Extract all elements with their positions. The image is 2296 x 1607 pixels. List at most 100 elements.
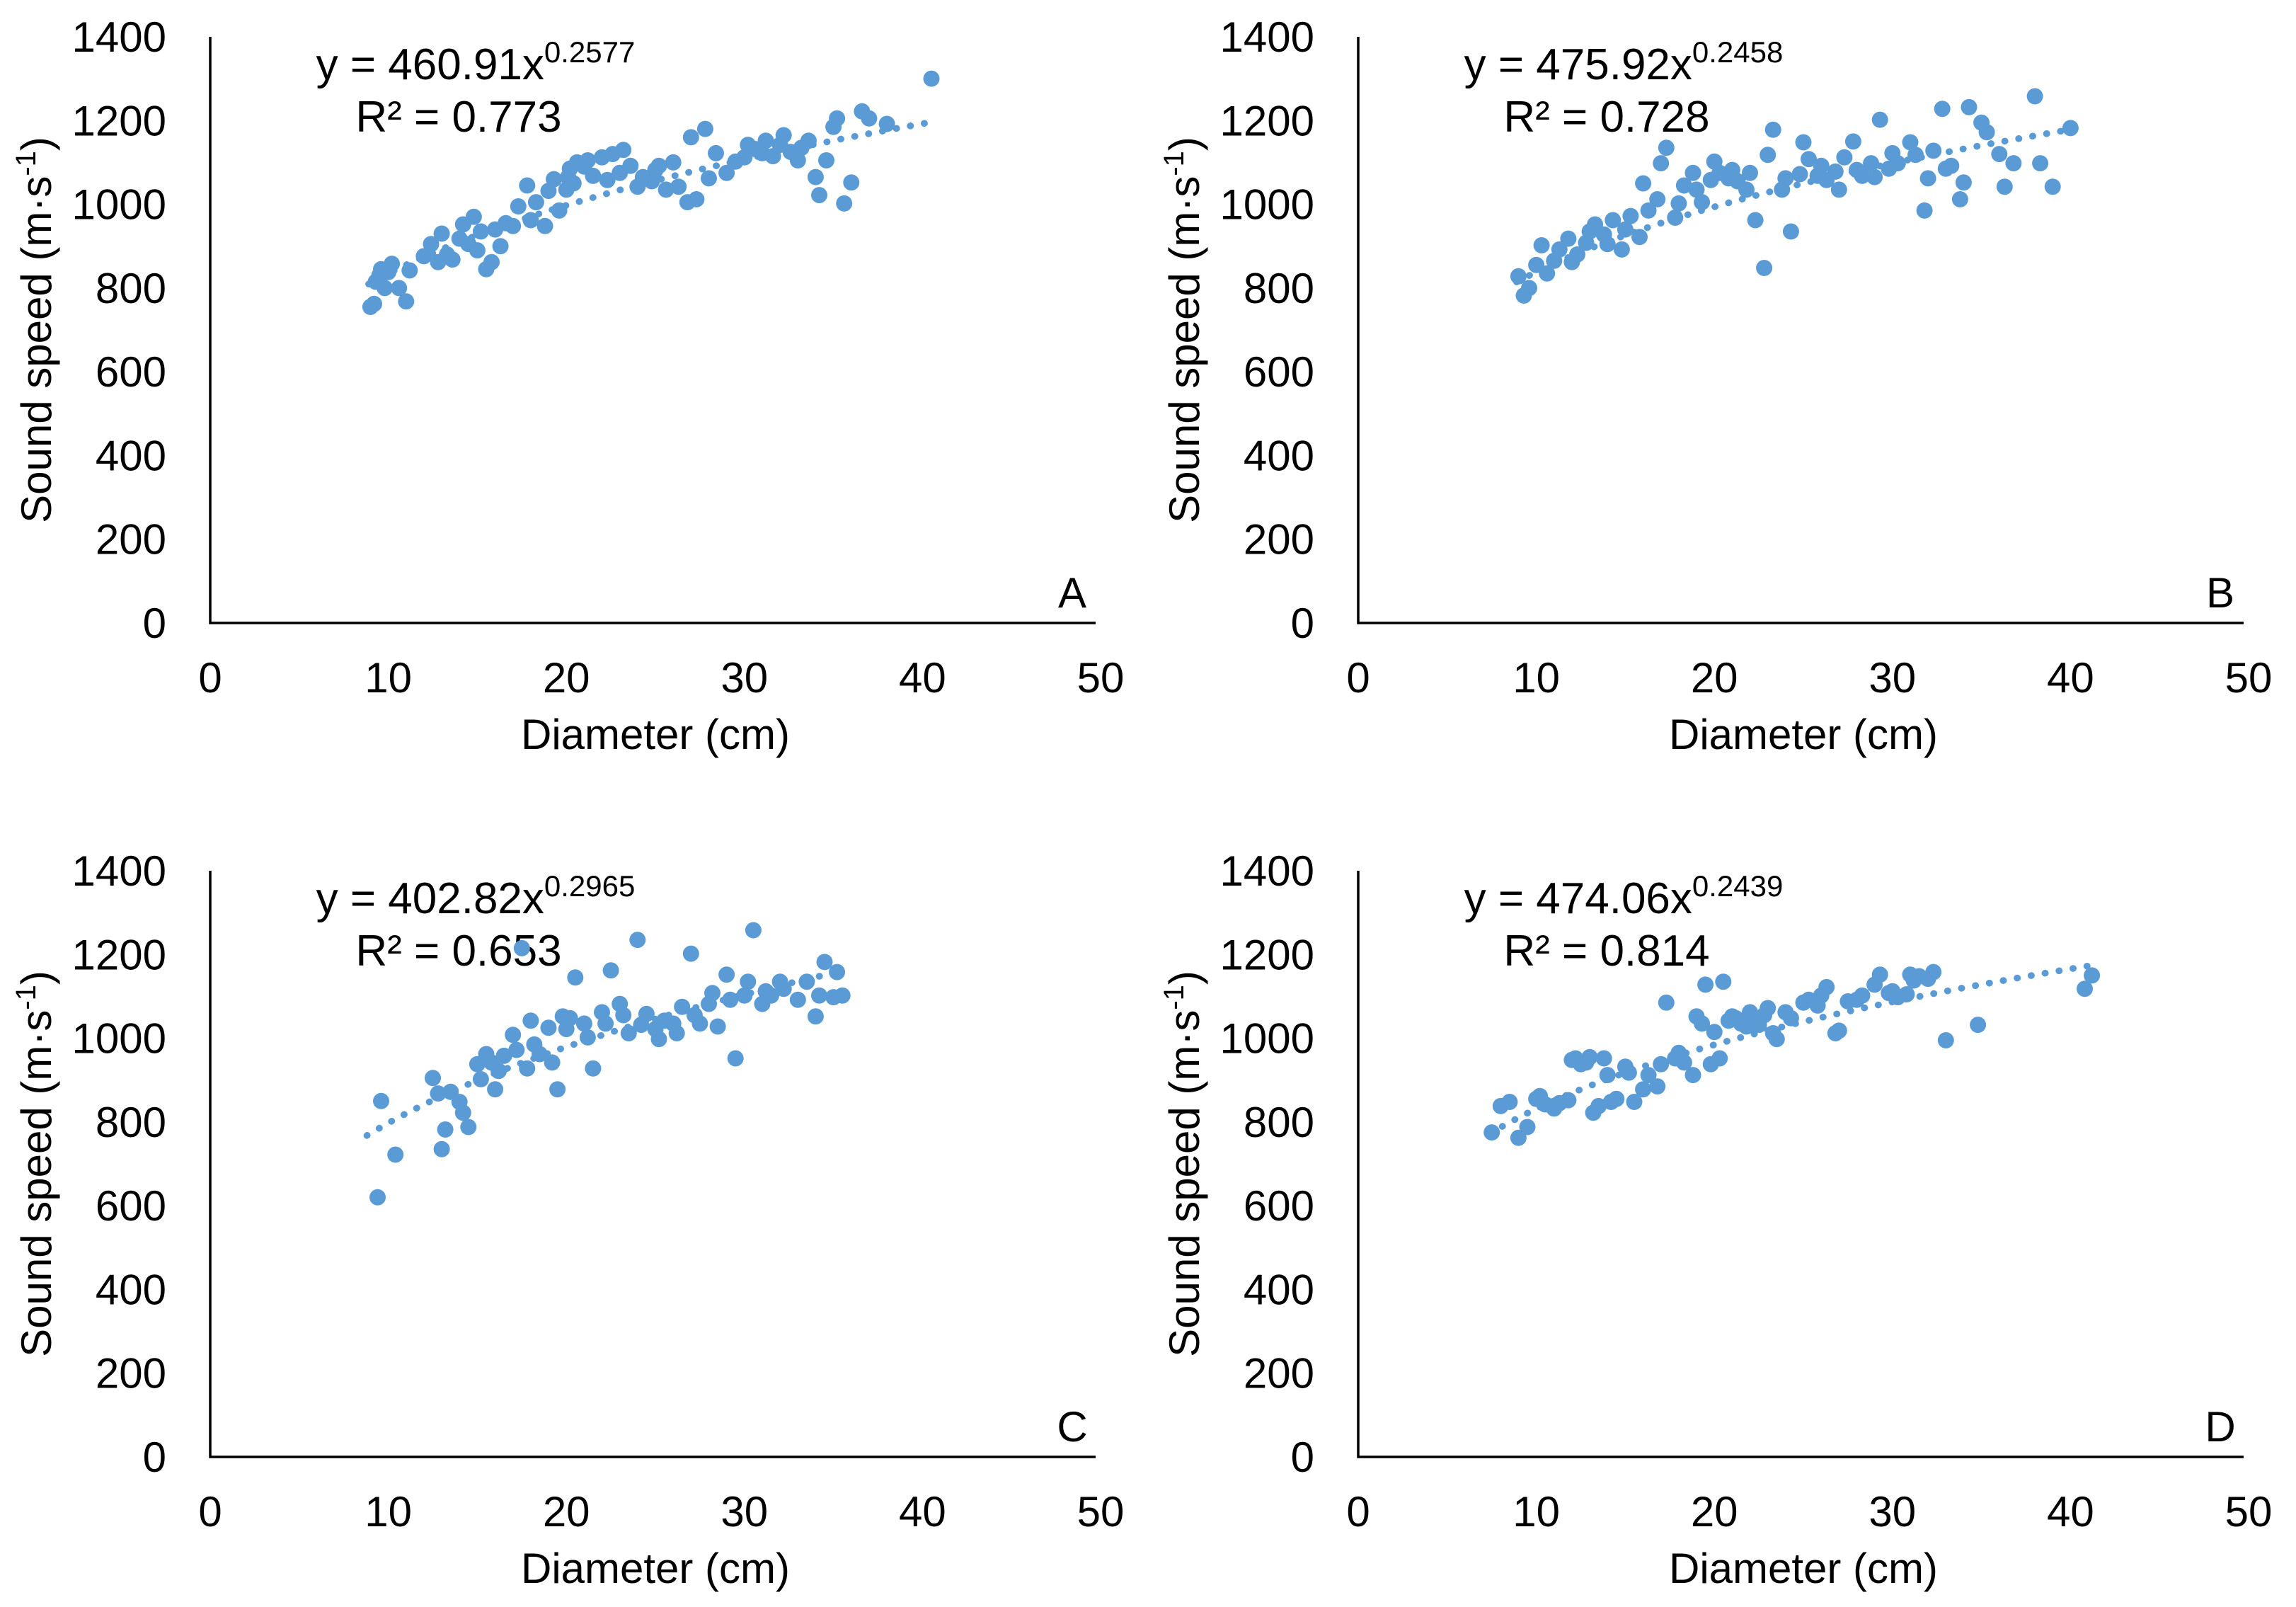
data-point xyxy=(437,1121,454,1138)
equation-label: y = 474.06x0.2439 xyxy=(1464,869,1784,923)
data-point xyxy=(923,70,940,87)
data-point xyxy=(1653,1056,1670,1073)
data-point xyxy=(369,1189,386,1206)
data-point xyxy=(1760,1000,1776,1017)
data-point xyxy=(800,132,817,149)
y-axis-tick-label: 400 xyxy=(1244,1266,1314,1313)
data-point xyxy=(1649,191,1666,207)
r-squared-label: R² = 0.728 xyxy=(1503,93,1709,142)
data-point xyxy=(387,1146,404,1163)
data-point xyxy=(561,1010,578,1026)
data-point xyxy=(1951,191,1968,207)
data-point xyxy=(1510,268,1527,285)
x-axis-tick-label: 10 xyxy=(365,654,412,702)
data-point xyxy=(1925,142,1942,159)
x-axis-tick-label: 40 xyxy=(2047,654,2094,702)
data-point xyxy=(1590,1097,1607,1114)
data-point xyxy=(1539,265,1556,282)
trendline xyxy=(1486,961,2097,1137)
y-axis-tick-label: 400 xyxy=(96,432,166,479)
panel-svg: 0 200 400 600 800 1000 1200 1400 0 10 20 30 40 50 Diam… xyxy=(11,847,1124,1592)
panel-letter: C xyxy=(1057,1403,1087,1451)
data-point xyxy=(522,212,539,229)
data-point xyxy=(650,157,667,174)
data-point xyxy=(682,129,699,146)
data-point xyxy=(492,238,509,255)
y-axis-tick-label: 1000 xyxy=(72,181,166,229)
y-axis-tick-label: 0 xyxy=(143,600,166,647)
data-point xyxy=(775,980,792,997)
data-point xyxy=(650,1031,667,1048)
data-point xyxy=(1640,1067,1657,1084)
data-point xyxy=(1688,181,1705,198)
x-axis-tick-label: 10 xyxy=(1513,1488,1560,1535)
data-point xyxy=(373,1092,389,1109)
panel-letter: D xyxy=(2205,1403,2235,1451)
data-point xyxy=(540,1019,557,1036)
data-point xyxy=(1925,963,1942,980)
data-point xyxy=(469,242,486,259)
data-point xyxy=(718,966,735,983)
data-point xyxy=(1791,166,1808,183)
equation-label: y = 402.82x0.2965 xyxy=(316,869,636,923)
y-axis-tick-label: 200 xyxy=(96,516,166,564)
data-point xyxy=(579,152,596,168)
data-point xyxy=(843,174,860,191)
data-point xyxy=(1711,1050,1728,1067)
x-axis-tick-label: 0 xyxy=(1346,1488,1370,1535)
x-axis-tick-label: 40 xyxy=(2047,1488,2094,1535)
y-axis-tick-label: 800 xyxy=(1244,265,1314,312)
data-point xyxy=(575,1015,592,1032)
data-point xyxy=(1684,1067,1701,1084)
data-point xyxy=(1830,181,1847,198)
data-point xyxy=(483,253,500,270)
data-point xyxy=(1898,986,1915,1002)
y-axis-tick-label: 1200 xyxy=(72,931,166,978)
data-point xyxy=(688,191,705,207)
data-point xyxy=(1777,170,1794,187)
data-point xyxy=(551,202,568,219)
data-point xyxy=(522,1012,539,1029)
data-point xyxy=(740,973,757,990)
x-axis-tick-label: 40 xyxy=(899,1488,946,1535)
data-point xyxy=(2084,967,2101,984)
data-point xyxy=(615,1007,632,1024)
r-squared-label: R² = 0.773 xyxy=(355,93,561,142)
y-axis-tick-label: 800 xyxy=(96,1099,166,1146)
data-point xyxy=(1854,167,1871,184)
x-axis-tick-label: 20 xyxy=(1691,1488,1738,1535)
data-point xyxy=(1675,1054,1692,1071)
data-point xyxy=(544,1054,561,1071)
data-point xyxy=(1996,178,2013,195)
panel-svg: 0 200 400 600 800 1000 1200 1400 0 10 20 30 40 50 Diam… xyxy=(1159,847,2272,1592)
data-point xyxy=(696,120,713,137)
r-squared-label: R² = 0.814 xyxy=(1503,927,1709,976)
data-point xyxy=(1813,157,1830,174)
y-axis-tick-label: 600 xyxy=(1244,1182,1314,1230)
data-point xyxy=(2044,178,2061,195)
data-point xyxy=(1937,1032,1954,1048)
panel-svg: 0 200 400 600 800 1000 1200 1400 0 10 20 30 40 50 Diam… xyxy=(1159,13,2272,758)
data-point xyxy=(1760,147,1776,164)
data-point xyxy=(398,293,415,310)
data-point xyxy=(391,280,408,297)
data-point xyxy=(366,295,382,312)
data-point xyxy=(1830,1022,1847,1039)
y-axis-tick-label: 800 xyxy=(1244,1099,1314,1146)
y-axis-tick-label: 200 xyxy=(1244,516,1314,564)
data-point xyxy=(811,987,827,1004)
data-point xyxy=(597,1015,614,1032)
panel-letter: B xyxy=(2206,569,2234,617)
data-point xyxy=(1943,157,1960,174)
data-point xyxy=(1902,134,1919,151)
data-point xyxy=(1801,151,1817,168)
data-point xyxy=(1675,177,1692,194)
x-axis-tick-label: 10 xyxy=(1513,654,1560,702)
data-point xyxy=(1510,1129,1527,1146)
x-axis-title: Diameter (cm) xyxy=(521,711,790,758)
y-axis-tick-label: 1400 xyxy=(1220,13,1314,61)
data-point xyxy=(549,1081,566,1098)
data-point xyxy=(505,1026,522,1043)
data-point xyxy=(585,1060,602,1077)
